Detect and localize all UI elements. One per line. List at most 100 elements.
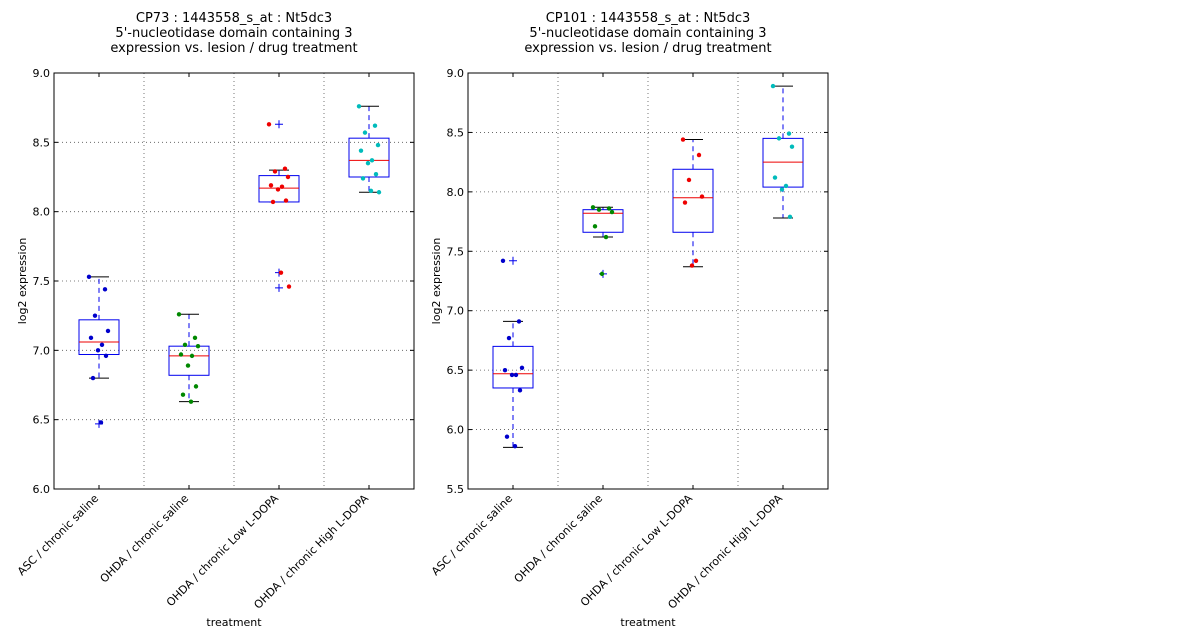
- data-point: [786, 131, 792, 136]
- box-iqr: [348, 137, 390, 178]
- chart-title-line: 5'-nucleotidase domain containing 3: [529, 26, 766, 41]
- data-point: [783, 183, 789, 189]
- data-point: [375, 142, 381, 148]
- box-iqr: [78, 319, 120, 355]
- data-point: [772, 175, 778, 180]
- data-point: [512, 444, 518, 449]
- box-iqr: [672, 168, 714, 233]
- x-tick-label: OHDA / chronic saline: [512, 492, 606, 586]
- data-point: [266, 122, 272, 127]
- y-tick-label: 6.0: [33, 483, 51, 496]
- data-point: [606, 206, 612, 211]
- y-tick-label: 7.0: [33, 344, 51, 357]
- data-point: [356, 104, 362, 109]
- data-point: [98, 420, 104, 425]
- data-point: [188, 399, 194, 404]
- box-iqr: [168, 345, 210, 376]
- data-point: [368, 188, 374, 194]
- data-point: [193, 384, 199, 389]
- plot-frame: [53, 72, 415, 490]
- data-point: [278, 270, 284, 275]
- data-point: [509, 372, 515, 378]
- box-iqr: [582, 209, 624, 233]
- x-axis-label: treatment: [206, 616, 262, 629]
- y-tick-label: 7.5: [33, 275, 51, 288]
- data-point: [369, 158, 375, 163]
- data-point: [358, 148, 364, 153]
- data-point: [519, 365, 525, 370]
- data-point: [180, 392, 186, 397]
- data-point: [282, 166, 288, 171]
- y-tick-label: 6.0: [447, 424, 465, 437]
- y-tick-label: 5.5: [447, 483, 465, 496]
- data-point: [693, 258, 699, 263]
- data-point: [95, 348, 101, 353]
- y-tick-label: 8.5: [447, 126, 465, 139]
- data-point: [88, 335, 94, 341]
- data-point: [787, 214, 793, 220]
- data-point: [517, 388, 523, 393]
- chart-title-line: CP101 : 1443558_s_at : Nt5dc3: [546, 11, 751, 26]
- x-tick-label: ASC / chronic saline: [429, 492, 515, 578]
- data-point: [376, 190, 382, 195]
- data-point: [285, 174, 291, 180]
- data-point: [516, 319, 522, 324]
- data-point: [195, 343, 201, 349]
- data-point: [373, 172, 379, 177]
- data-point: [506, 335, 512, 341]
- x-tick-label: ASC / chronic saline: [15, 492, 101, 578]
- data-point: [699, 194, 705, 199]
- data-point: [103, 353, 109, 359]
- box-iqr: [258, 175, 300, 203]
- data-point: [590, 205, 596, 210]
- data-point: [689, 263, 695, 268]
- data-point: [178, 352, 184, 357]
- data-point: [789, 144, 795, 149]
- data-point: [272, 169, 278, 174]
- outlier-marker: [275, 283, 283, 292]
- data-point: [502, 367, 508, 373]
- data-point: [504, 434, 510, 439]
- outlier-marker: [275, 120, 283, 129]
- data-point: [286, 284, 292, 289]
- chart-title-line: expression vs. lesion / drug treatment: [110, 41, 357, 56]
- y-tick-label: 9.0: [33, 67, 51, 80]
- data-point: [592, 224, 598, 229]
- y-tick-label: 8.5: [33, 136, 51, 149]
- data-point: [92, 313, 98, 318]
- box-iqr: [492, 345, 534, 389]
- data-point: [90, 375, 96, 381]
- data-point: [365, 160, 371, 166]
- data-point: [779, 187, 785, 192]
- data-point: [182, 342, 188, 347]
- y-tick-label: 8.0: [33, 206, 51, 219]
- data-point: [599, 271, 605, 277]
- data-point: [279, 184, 285, 189]
- data-point: [360, 176, 366, 181]
- data-point: [362, 130, 368, 135]
- chart-title-line: CP73 : 1443558_s_at : Nt5dc3: [136, 11, 332, 26]
- data-point: [500, 258, 506, 263]
- data-point: [176, 312, 182, 317]
- data-point: [86, 274, 92, 280]
- chart-panel-1: CP73 : 1443558_s_at : Nt5dc35'-nucleotid…: [15, 11, 415, 629]
- data-point: [596, 207, 602, 212]
- chart-panel-2: CP101 : 1443558_s_at : Nt5dc35'-nucleoti…: [429, 11, 829, 629]
- data-point: [696, 152, 702, 158]
- data-point: [372, 123, 378, 128]
- y-tick-label: 7.0: [447, 305, 465, 318]
- data-point: [682, 200, 688, 205]
- chart-title-line: expression vs. lesion / drug treatment: [524, 41, 771, 56]
- outlier-marker: [509, 256, 517, 265]
- data-point: [192, 335, 198, 341]
- y-axis-label: log2 expression: [430, 238, 443, 325]
- data-point: [513, 372, 519, 378]
- data-point: [105, 328, 111, 334]
- plot-frame: [467, 72, 829, 490]
- data-point: [283, 198, 289, 203]
- data-point: [102, 287, 108, 292]
- data-point: [270, 199, 276, 205]
- y-tick-label: 8.0: [447, 186, 465, 199]
- data-point: [776, 136, 782, 141]
